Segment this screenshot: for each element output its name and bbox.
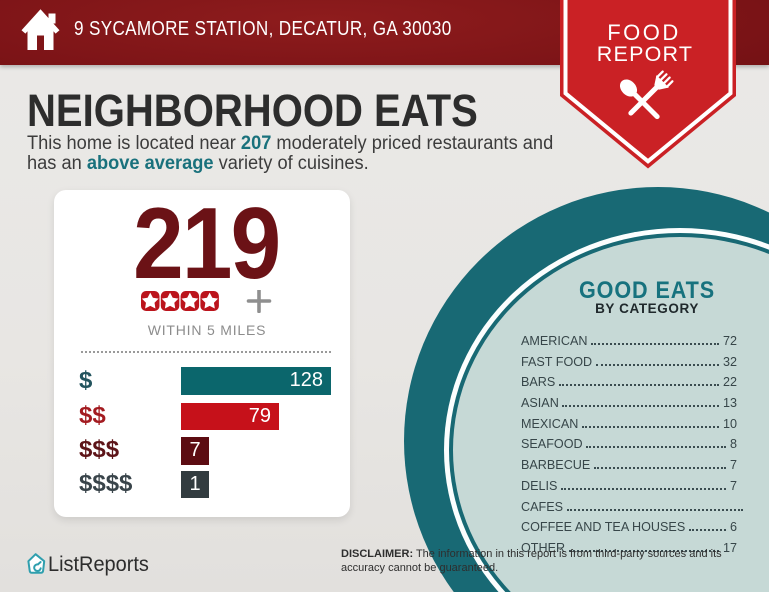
svg-text:REPORT: REPORT (597, 42, 693, 66)
svg-text:FOOD: FOOD (607, 20, 681, 45)
